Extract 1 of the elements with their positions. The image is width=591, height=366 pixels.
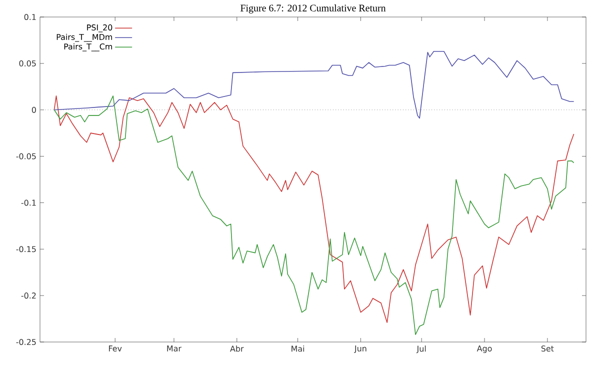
chart-title: Figure 6.7: 2012 Cumulative Return bbox=[240, 4, 386, 14]
